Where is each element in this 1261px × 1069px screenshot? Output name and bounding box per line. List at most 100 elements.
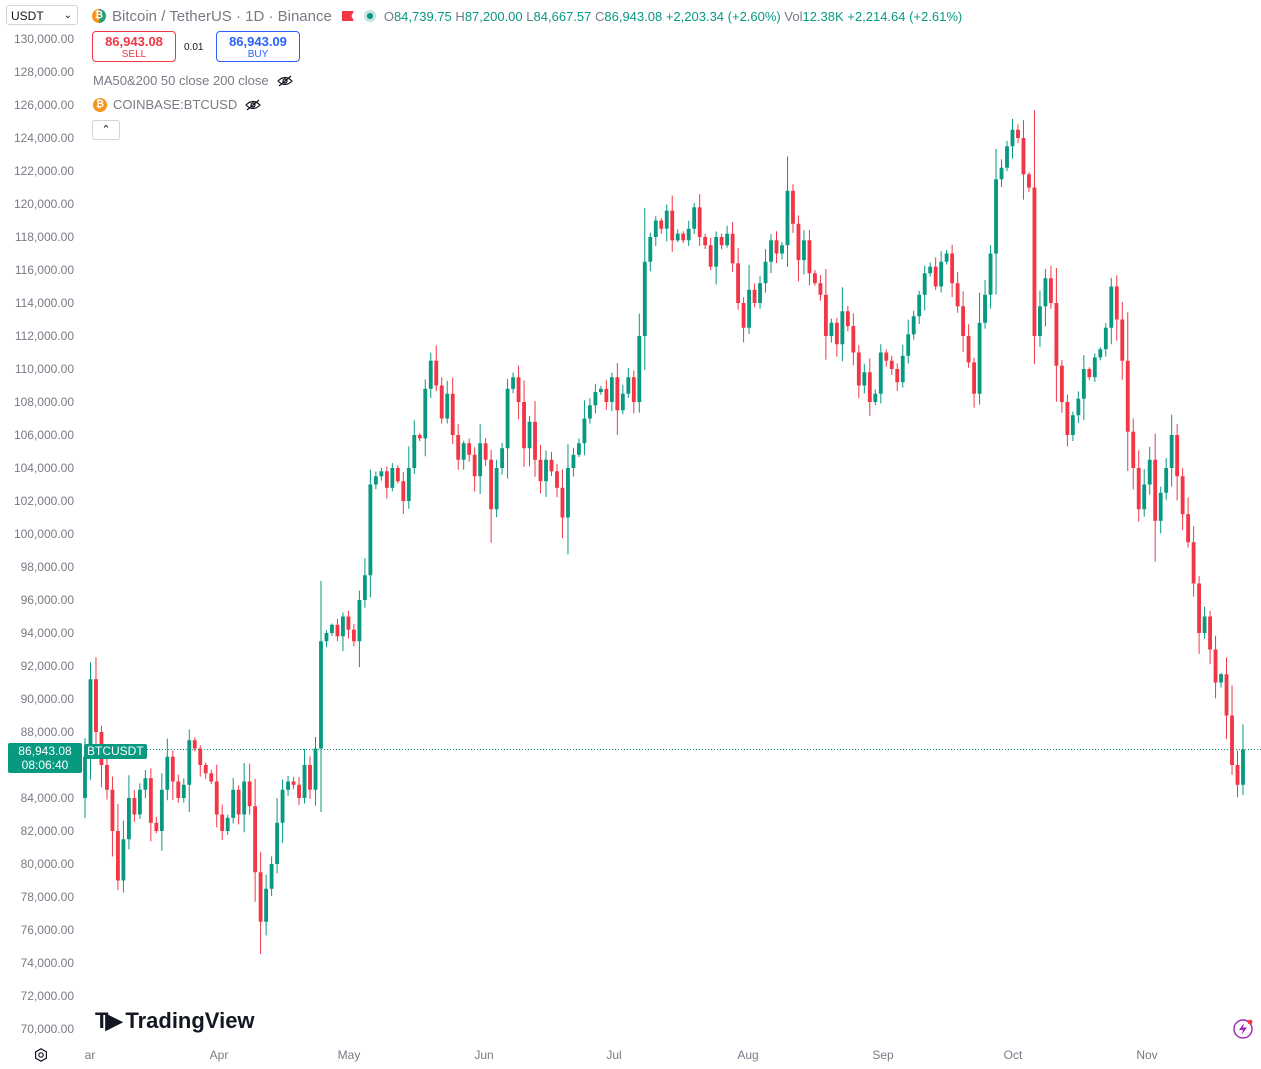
buy-label: BUY [247,49,269,60]
candle [439,377,444,424]
candle-body [1208,616,1212,650]
candle-body [884,352,889,361]
candle-body [845,311,850,327]
candle [88,662,93,780]
candle-body [670,210,675,241]
candle-body [1027,174,1031,188]
candle-body [445,393,450,419]
candle-body [533,421,537,460]
candle [626,368,631,398]
chevron-down-icon: ⌄ [63,10,72,21]
candle-body [604,388,609,402]
candle-body [439,385,444,419]
settings-icon[interactable] [34,1048,48,1062]
collapse-legend-button[interactable]: ⌃ [92,120,120,140]
candle [187,729,192,813]
candle-body [900,355,905,383]
candle [1175,423,1180,501]
candle [1103,323,1108,357]
candle-body [752,289,757,303]
candle [220,804,225,840]
candle [944,249,949,265]
ma-indicator-legend[interactable]: MA50&200 50 close 200 close [93,73,293,88]
candle [1081,355,1086,420]
candle [763,249,768,293]
candle-body [1103,327,1108,350]
brand-name: TradingView [125,1008,255,1033]
sell-button[interactable]: 86,943.08 SELL [92,31,176,62]
candle [1235,750,1240,798]
candle-body [791,190,795,224]
candle-body [966,336,971,363]
tradingview-logo[interactable]: T▶ TradingView [95,1008,255,1034]
flag-icon[interactable] [341,11,354,21]
candle [911,310,916,340]
candle-body [587,405,592,419]
price-axis-tick: 102,000.00 [14,494,74,508]
candle [873,389,878,406]
hidden-eye-icon[interactable] [245,99,262,111]
candle-body [148,778,153,823]
candle-body [137,789,142,815]
candle [1147,446,1152,495]
candle [384,466,389,499]
buy-button[interactable]: 86,943.09 BUY [216,31,300,62]
candle-body [593,392,598,406]
lightning-icon[interactable] [1232,1018,1254,1040]
time-axis[interactable]: ar Apr May Jun Jul Aug Sep Oct Nov [85,1048,1158,1062]
candle [319,581,323,813]
candle [105,752,109,800]
candle-body [906,334,911,356]
time-axis-tick: Aug [737,1048,758,1062]
hidden-eye-icon[interactable] [276,75,293,87]
price-axis-tick: 100,000.00 [14,527,74,541]
candle-body [220,814,225,831]
last-price-label: 86,943.08 08:06:40 [8,743,82,773]
candle [1109,277,1114,345]
candle-body [379,471,384,477]
candle-body [516,377,521,402]
candle [955,271,960,313]
candle [686,220,691,246]
candle-body [1081,369,1086,399]
compare-symbol-legend[interactable]: ₿ COINBASE:BTCUSD [93,97,262,112]
candle-body [675,233,680,241]
candle [1016,124,1020,143]
candle-body [368,484,373,576]
candle [116,804,120,891]
candle [1076,391,1081,423]
candle-body [176,781,181,798]
price-axis-tick: 112,000.00 [15,329,74,343]
candle [972,357,977,408]
candle [390,463,395,492]
candle-body [1125,360,1130,432]
candle-body [511,377,515,389]
time-axis-tick: Nov [1136,1048,1157,1062]
candle [280,779,285,843]
candle [620,384,625,415]
candle-body [802,240,806,261]
candle-body [708,245,713,267]
candle [675,229,680,242]
candle-body [181,784,186,798]
ma-indicator-label: MA50&200 50 close 200 close [93,73,269,88]
candle-body [620,393,625,411]
candle [505,378,510,479]
price-axis-tick: 84,000.00 [21,791,75,805]
candle [1038,290,1042,348]
symbol-title[interactable]: Bitcoin / TetherUS · 1D · Binance [112,7,332,25]
candle [379,467,384,481]
candle-body [253,806,258,873]
time-axis-tick: Sep [872,1048,894,1062]
symbol-legend[interactable]: ₿ Bitcoin / TetherUS · 1D · Binance O84,… [92,6,962,26]
sell-price: 86,943.08 [105,34,163,49]
spread-value: 0.01 [184,42,204,53]
candle [258,851,263,955]
price-axis[interactable]: 130,000.00 128,000.00 126,000.00 124,000.00… [14,32,74,1036]
candle-body [856,352,861,386]
candle-body [747,289,751,328]
quote-currency-select[interactable]: USDT ⌄ [6,5,78,25]
candle [922,265,927,311]
candle-body [110,789,115,831]
